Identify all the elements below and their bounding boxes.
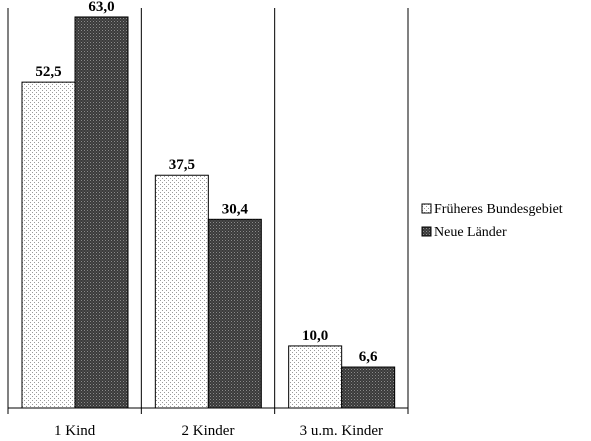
bar-neue-laender (74, 16, 129, 409)
data-label: 30,4 (222, 201, 249, 217)
legend-label: Früheres Bundesgebiet (434, 202, 563, 217)
legend: Früheres Bundesgebiet Neue Länder (421, 202, 563, 240)
bar-neue-laender (207, 218, 262, 409)
x-tick-label: 2 Kinder (182, 423, 235, 439)
data-label: 37,5 (169, 157, 195, 173)
plot-area: 52,5 63,0 1 Kind 37,5 30,4 2 Kinder 10,0 6,6 3 u… (7, 0, 409, 439)
bar-frueheres-bundesgebiet (288, 345, 343, 409)
bar-neue-laender (341, 366, 396, 409)
data-label: 6,6 (359, 349, 378, 365)
legend-swatch (421, 203, 432, 214)
data-label: 52,5 (35, 64, 61, 80)
bar-frueheres-bundesgebiet (21, 81, 76, 409)
data-label: 10,0 (302, 328, 328, 344)
legend-swatch (421, 226, 432, 237)
data-label: 63,0 (88, 0, 114, 15)
bar-frueheres-bundesgebiet (154, 174, 209, 409)
x-tick-label: 3 u.m. Kinder (300, 423, 383, 439)
legend-label: Neue Länder (434, 225, 507, 240)
x-tick-label: 1 Kind (54, 423, 96, 439)
